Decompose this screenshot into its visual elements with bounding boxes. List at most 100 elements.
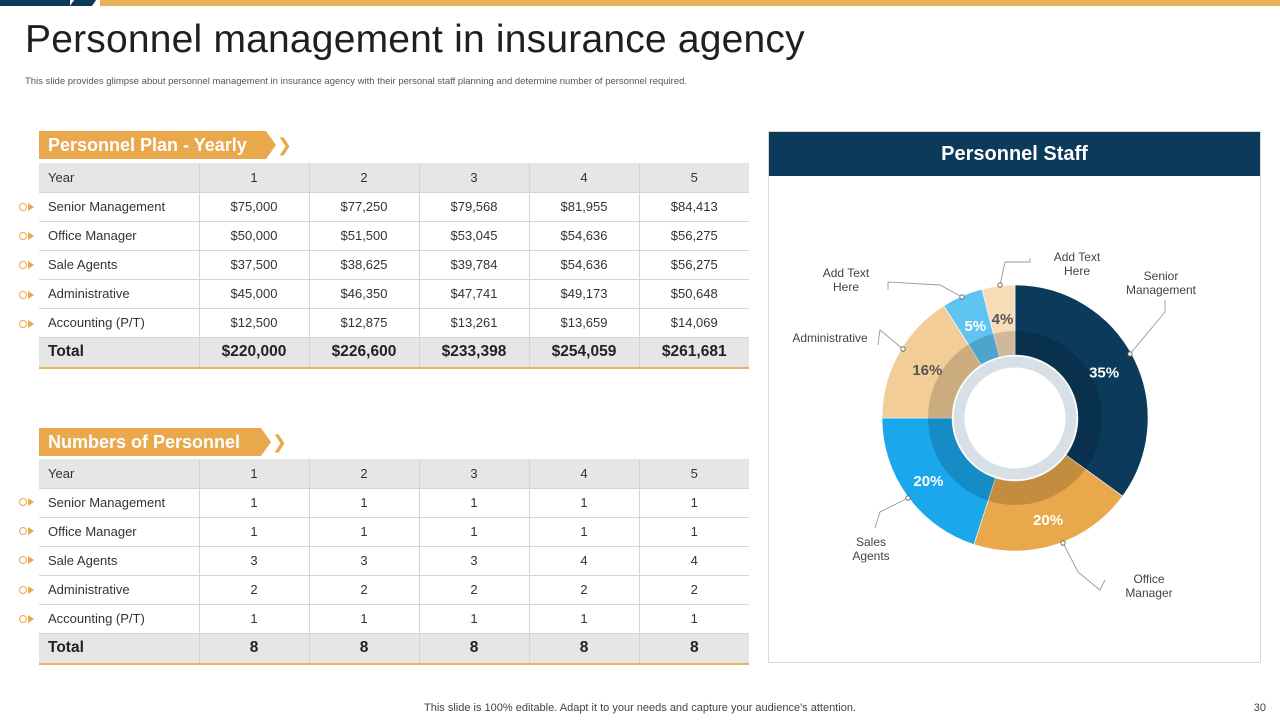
chevron-right-icon: ❯: [271, 432, 287, 452]
plan-section-heading: Personnel Plan - Yearly ❯: [39, 131, 292, 159]
row-bullet-icon: [19, 497, 37, 507]
row-label: Administrative: [39, 279, 200, 309]
table-row: Administrative $45,000 $46,350 $47,741 $49,1…: [39, 279, 749, 309]
table-cell: $261,681: [639, 337, 749, 369]
table-cell: 1: [309, 517, 420, 547]
row-bullet-icon: [19, 202, 37, 212]
table-row: Sale Agents $37,500 $38,625 $39,784 $54,636 $…: [39, 250, 749, 280]
page-subtitle: This slide provides glimpse about person…: [25, 76, 688, 87]
row-label: Total: [39, 337, 200, 369]
table-cell: 5: [639, 163, 749, 193]
table-cell: $56,275: [639, 221, 749, 251]
table-cell: 2: [529, 575, 640, 605]
table-cell: 4: [639, 546, 749, 576]
personnel-plan-table: Year 1 2 3 4 5 Senior Management $75,000 $77,250…: [39, 163, 749, 369]
table-header-row: Year 1 2 3 4 5: [39, 459, 749, 489]
table-cell: $39,784: [419, 250, 530, 280]
table-row: Accounting (P/T) 1 1 1 1 1: [39, 604, 749, 634]
table-cell: $81,955: [529, 192, 640, 222]
row-label: Senior Management: [39, 488, 200, 518]
row-label: Sale Agents: [39, 250, 200, 280]
row-label: Administrative: [39, 575, 200, 605]
table-cell: 3: [309, 546, 420, 576]
row-label: Year: [39, 459, 200, 489]
table-header-row: Year 1 2 3 4 5: [39, 163, 749, 193]
table-cell: $50,000: [199, 221, 310, 251]
table-cell: $38,625: [309, 250, 420, 280]
table-cell: $53,045: [419, 221, 530, 251]
table-cell: $226,600: [309, 337, 420, 369]
table-cell: $56,275: [639, 250, 749, 280]
table-cell: 8: [529, 633, 640, 665]
table-cell: $54,636: [529, 221, 640, 251]
table-cell: 1: [419, 517, 530, 547]
table-cell: 2: [199, 575, 310, 605]
table-cell: 2: [309, 575, 420, 605]
table-row: Senior Management 1 1 1 1 1: [39, 488, 749, 518]
table-cell: 1: [529, 517, 640, 547]
table-cell: 1: [199, 163, 310, 193]
table-row: Office Manager $50,000 $51,500 $53,045 $54,6…: [39, 221, 749, 251]
table-cell: $12,500: [199, 308, 310, 338]
table-cell: 2: [309, 163, 420, 193]
row-bullet-icon: [19, 290, 37, 300]
table-cell: 1: [309, 488, 420, 518]
table-row: Senior Management $75,000 $77,250 $79,568 $8…: [39, 192, 749, 222]
numbers-section-heading: Numbers of Personnel ❯: [39, 428, 287, 456]
table-total-row: Total 8 8 8 8 8: [39, 633, 749, 665]
chevron-right-icon: ❯: [276, 135, 292, 155]
row-label: Office Manager: [39, 517, 200, 547]
numbers-of-personnel-table: Year 1 2 3 4 5 Senior Management 1 1 1 1 1 Office Ma…: [39, 459, 749, 665]
table-cell: 1: [199, 459, 310, 489]
table-cell: 1: [419, 488, 530, 518]
table-cell: $12,875: [309, 308, 420, 338]
top-accent-bar: [0, 0, 1280, 6]
table-cell: $233,398: [419, 337, 530, 369]
table-cell: 8: [419, 633, 530, 665]
row-bullet-icon: [19, 526, 37, 536]
table-cell: 2: [419, 575, 530, 605]
table-row: Administrative 2 2 2 2 2: [39, 575, 749, 605]
row-bullet-icon: [19, 614, 37, 624]
table-cell: $13,659: [529, 308, 640, 338]
table-cell: $14,069: [639, 308, 749, 338]
table-cell: $46,350: [309, 279, 420, 309]
table-total-row: Total $220,000 $226,600 $233,398 $254,059 $26…: [39, 337, 749, 369]
row-label: Accounting (P/T): [39, 308, 200, 338]
table-cell: 3: [419, 459, 530, 489]
table-cell: 1: [639, 517, 749, 547]
row-bullet-icon: [19, 555, 37, 565]
personnel-staff-panel: Personnel Staff: [768, 131, 1261, 663]
page-number: 30: [1253, 702, 1266, 714]
table-cell: $254,059: [529, 337, 640, 369]
table-cell: 8: [309, 633, 420, 665]
table-cell: 4: [529, 163, 640, 193]
table-cell: $84,413: [639, 192, 749, 222]
table-cell: 2: [309, 459, 420, 489]
table-cell: 1: [639, 488, 749, 518]
table-cell: $54,636: [529, 250, 640, 280]
table-row: Office Manager 1 1 1 1 1: [39, 517, 749, 547]
table-cell: 1: [529, 488, 640, 518]
row-label: Year: [39, 163, 200, 193]
table-cell: $75,000: [199, 192, 310, 222]
row-label: Total: [39, 633, 200, 665]
row-bullet-icon: [19, 585, 37, 595]
table-cell: 5: [639, 459, 749, 489]
table-cell: 1: [529, 604, 640, 634]
table-cell: $45,000: [199, 279, 310, 309]
row-label: Senior Management: [39, 192, 200, 222]
table-cell: 1: [199, 488, 310, 518]
table-cell: 4: [529, 546, 640, 576]
table-cell: 2: [639, 575, 749, 605]
table-cell: 1: [309, 604, 420, 634]
table-cell: 1: [199, 517, 310, 547]
panel-title: Personnel Staff: [769, 132, 1260, 176]
table-cell: $50,648: [639, 279, 749, 309]
table-cell: $220,000: [199, 337, 310, 369]
table-row: Sale Agents 3 3 3 4 4: [39, 546, 749, 576]
table-cell: 3: [419, 163, 530, 193]
row-bullet-icon: [19, 231, 37, 241]
table-cell: $79,568: [419, 192, 530, 222]
row-bullet-icon: [19, 319, 37, 329]
